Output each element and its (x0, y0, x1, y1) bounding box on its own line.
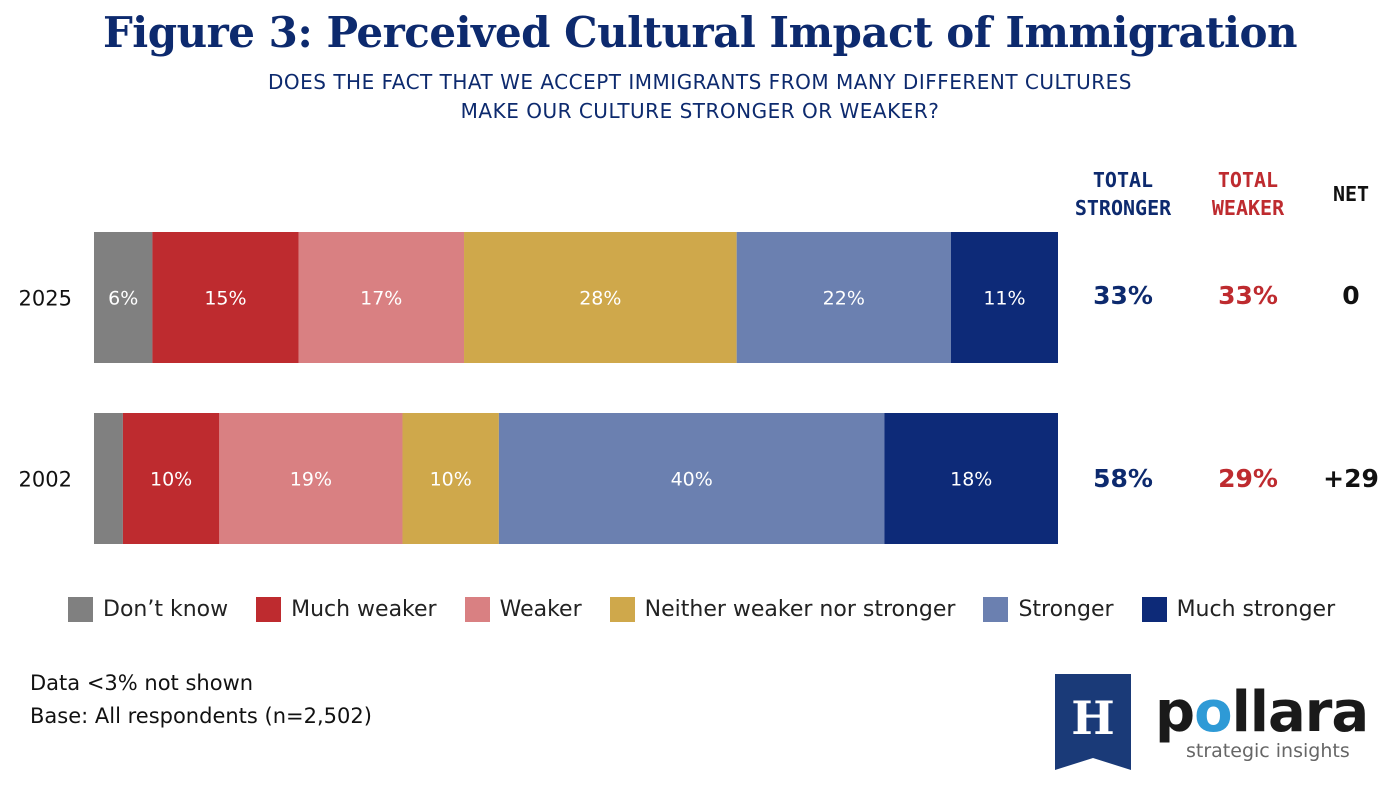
legend-label-stronger: Stronger (1018, 597, 1114, 622)
data-label-2025-weaker: 17% (360, 288, 402, 310)
legend-swatch-dont_know (68, 597, 93, 622)
legend-swatch-neither (609, 597, 635, 622)
data-label-2002-stronger: 40% (671, 469, 713, 491)
legend-swatch-much_weaker (256, 597, 282, 622)
bar-segment-2025-dont_know (94, 232, 153, 363)
data-label-2025-much_stronger: 11% (983, 288, 1025, 310)
column-header-total-weaker-line-1: TOTAL (1217, 168, 1279, 192)
column-header-total-weaker-line-2: WEAKER (1211, 196, 1285, 220)
bar-segment-2002-neither (402, 413, 499, 544)
column-header-total-stronger: TOTAL STRONGER (1058, 166, 1188, 222)
bar-segment-2002-stronger (498, 413, 885, 544)
bar-segment-2002-much_stronger (884, 413, 1058, 544)
h-logo-letter: H (1071, 691, 1114, 745)
legend-swatch-stronger (983, 597, 1009, 622)
column-header-total-stronger-line-2: STRONGER (1074, 196, 1172, 220)
pollara-logo-wordmark: pollara (1155, 680, 1370, 745)
total-weaker-value-2002: 29% (1218, 464, 1278, 493)
h-logo-mark: H (1055, 674, 1131, 770)
bar-segment-2002-much_weaker (122, 413, 220, 544)
bar-segment-2002-dont_know (94, 413, 123, 544)
data-label-2025-stronger: 22% (823, 288, 865, 310)
data-label-2002-much_weaker: 10% (150, 469, 192, 491)
footnote-data-threshold: Data <3% not shown (30, 671, 254, 695)
legend-label-much_stronger: Much stronger (1176, 597, 1336, 622)
legend-swatch-much_stronger (1141, 597, 1167, 622)
data-label-2025-dont_know: 6% (108, 288, 138, 310)
total-stronger-value-2025: 33% (1093, 281, 1153, 310)
legend-item-much_weaker: Much weaker (256, 597, 437, 622)
bar-segment-2002-weaker (219, 413, 403, 544)
chart-subtitle-line-1: DOES THE FACT THAT WE ACCEPT IMMIGRANTS … (268, 70, 1132, 94)
column-header-total-weaker: TOTAL WEAKER (1183, 166, 1313, 222)
net-value-2002: +29 (1323, 464, 1379, 493)
data-label-2002-much_stronger: 18% (950, 469, 992, 491)
legend-item-much_stronger: Much stronger (1141, 597, 1336, 622)
legend-label-neither: Neither weaker nor stronger (644, 597, 956, 622)
chart-subtitle-line-2: MAKE OUR CULTURE STRONGER OR WEAKER? (460, 99, 940, 123)
legend-item-neither: Neither weaker nor stronger (609, 597, 956, 622)
legend-label-much_weaker: Much weaker (291, 597, 437, 622)
chart-title: Figure 3: Perceived Cultural Impact of I… (102, 8, 1298, 57)
footnote-base: Base: All respondents (n=2,502) (30, 704, 372, 728)
data-label-2025-much_weaker: 15% (204, 288, 246, 310)
legend-swatch-weaker (464, 597, 490, 622)
column-header-net: NET (1332, 182, 1370, 206)
bar-segment-2025-stronger (736, 232, 951, 363)
row-label-2025: 2025 (19, 287, 72, 311)
legend-item-dont_know: Don’t know (68, 597, 228, 622)
total-stronger-value-2002: 58% (1093, 464, 1153, 493)
chart-legend: Don’t know Much weaker Weaker Neither weake… (68, 597, 1335, 622)
data-label-2002-neither: 10% (430, 469, 472, 491)
total-weaker-value-2025: 33% (1218, 281, 1278, 310)
legend-label-weaker: Weaker (499, 597, 582, 622)
bar-segment-2025-much_stronger (950, 232, 1058, 363)
data-label-2002-weaker: 19% (290, 469, 332, 491)
pollara-wordmark-o: o (1194, 680, 1232, 745)
pollara-wordmark-p: p (1155, 680, 1195, 745)
net-value-2025: 0 (1342, 281, 1360, 310)
legend-item-weaker: Weaker (464, 597, 582, 622)
bar-segment-2025-much_weaker (152, 232, 299, 363)
legend-item-stronger: Stronger (983, 597, 1114, 622)
bar-segment-2025-neither (464, 232, 737, 363)
pollara-wordmark-rest: llara (1231, 680, 1370, 745)
column-header-total-stronger-line-1: TOTAL (1092, 168, 1154, 192)
stacked-bar-chart: 2025 6% 15% 17% 28% 22% 11% 2002 10% 19% 10% 40% 18% (19, 232, 1058, 544)
legend-label-dont_know: Don’t know (103, 597, 229, 622)
pollara-tagline: strategic insights (1186, 740, 1350, 762)
bar-segment-2025-weaker (298, 232, 465, 363)
data-label-2025-neither: 28% (579, 288, 621, 310)
row-label-2002: 2002 (19, 468, 72, 492)
